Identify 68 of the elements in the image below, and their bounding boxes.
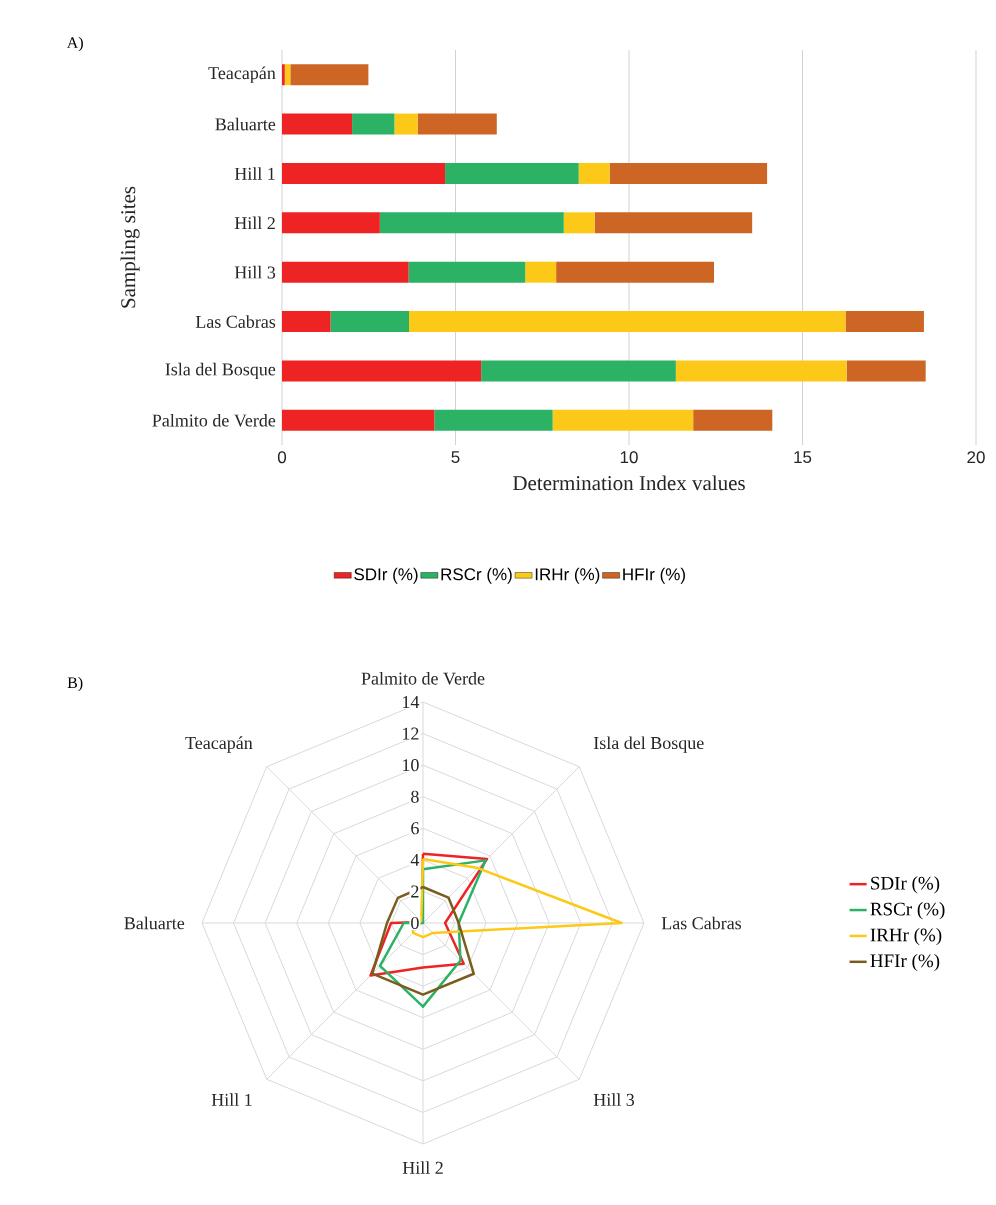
- bar: [290, 64, 369, 86]
- bar: [578, 162, 610, 184]
- bar: [594, 212, 753, 234]
- legend-label: HFIr (%): [870, 953, 940, 972]
- y-tick-label: 4: [410, 853, 420, 866]
- bar: [675, 360, 847, 382]
- legend-label: RSCr (%): [441, 567, 512, 584]
- y-tick-label: 0: [411, 916, 419, 930]
- bar: [352, 113, 395, 135]
- bar: [281, 311, 331, 333]
- bar: [481, 360, 676, 382]
- spoke-label: Baluarte: [124, 916, 185, 930]
- bar: [434, 409, 553, 431]
- y-tick-label: Isla del Bosque: [165, 362, 276, 380]
- bar: [846, 360, 926, 382]
- y-tick-label: 14: [403, 696, 420, 708]
- legend-label: RSCr (%): [870, 902, 945, 920]
- y-axis-title: Sampling sites: [120, 186, 140, 308]
- bar: [693, 409, 773, 431]
- bar: [563, 212, 595, 234]
- y-tick-label: 8: [411, 790, 419, 803]
- x-tick-label: 0: [277, 451, 287, 464]
- spoke-label: Hill 3: [593, 1093, 635, 1106]
- legend-label: SDIr (%): [871, 876, 940, 894]
- bar: [330, 311, 409, 333]
- y-tick-label: Hill 2: [234, 216, 275, 230]
- bar: [552, 409, 694, 431]
- bar: [417, 113, 497, 135]
- chart-title: B): [67, 676, 83, 692]
- bar: [609, 162, 768, 184]
- legend-label: IRHr (%): [535, 567, 600, 584]
- bar: [281, 360, 482, 382]
- y-tick-label: 10: [403, 759, 419, 772]
- bar: [525, 261, 557, 283]
- y-tick-label: Hill 1: [234, 167, 275, 180]
- legend-label: IRHr (%): [870, 928, 942, 946]
- spoke-label: Las Cabras: [661, 916, 742, 930]
- bar: [409, 311, 846, 333]
- y-tick-label: Baluarte: [215, 117, 276, 131]
- bar: [281, 212, 380, 234]
- x-tick-label: 10: [620, 451, 638, 464]
- y-tick-label: Palmito de Verde: [152, 413, 276, 427]
- y-tick-label: 2: [411, 885, 419, 898]
- x-tick-label: 5: [451, 451, 460, 464]
- bar: [556, 261, 715, 283]
- spoke-label: Isla del Bosque: [593, 736, 704, 753]
- bar: [284, 64, 291, 86]
- y-tick-label: Las Cabras: [195, 315, 276, 328]
- y-tick-label: Teacapán: [208, 66, 276, 83]
- bar: [394, 113, 418, 135]
- bar: [845, 311, 924, 333]
- bar: [408, 261, 526, 283]
- x-tick-label: 20: [967, 451, 985, 464]
- bar: [281, 162, 446, 184]
- y-tick-label: 6: [411, 822, 419, 835]
- bar: [379, 212, 564, 234]
- bar: [445, 162, 579, 184]
- text: A): [66, 36, 83, 52]
- bar: [281, 261, 409, 283]
- y-tick-label: 12: [403, 727, 419, 740]
- bar: [281, 64, 285, 86]
- bar: [281, 409, 435, 431]
- x-tick-label: 15: [794, 451, 812, 464]
- x-axis-title: Determination Index values: [512, 475, 745, 491]
- bar: [281, 113, 353, 135]
- y-tick-label: Hill 3: [234, 265, 276, 279]
- legend-label: HFIr (%): [623, 567, 685, 584]
- legend-label: SDIr (%): [354, 567, 418, 584]
